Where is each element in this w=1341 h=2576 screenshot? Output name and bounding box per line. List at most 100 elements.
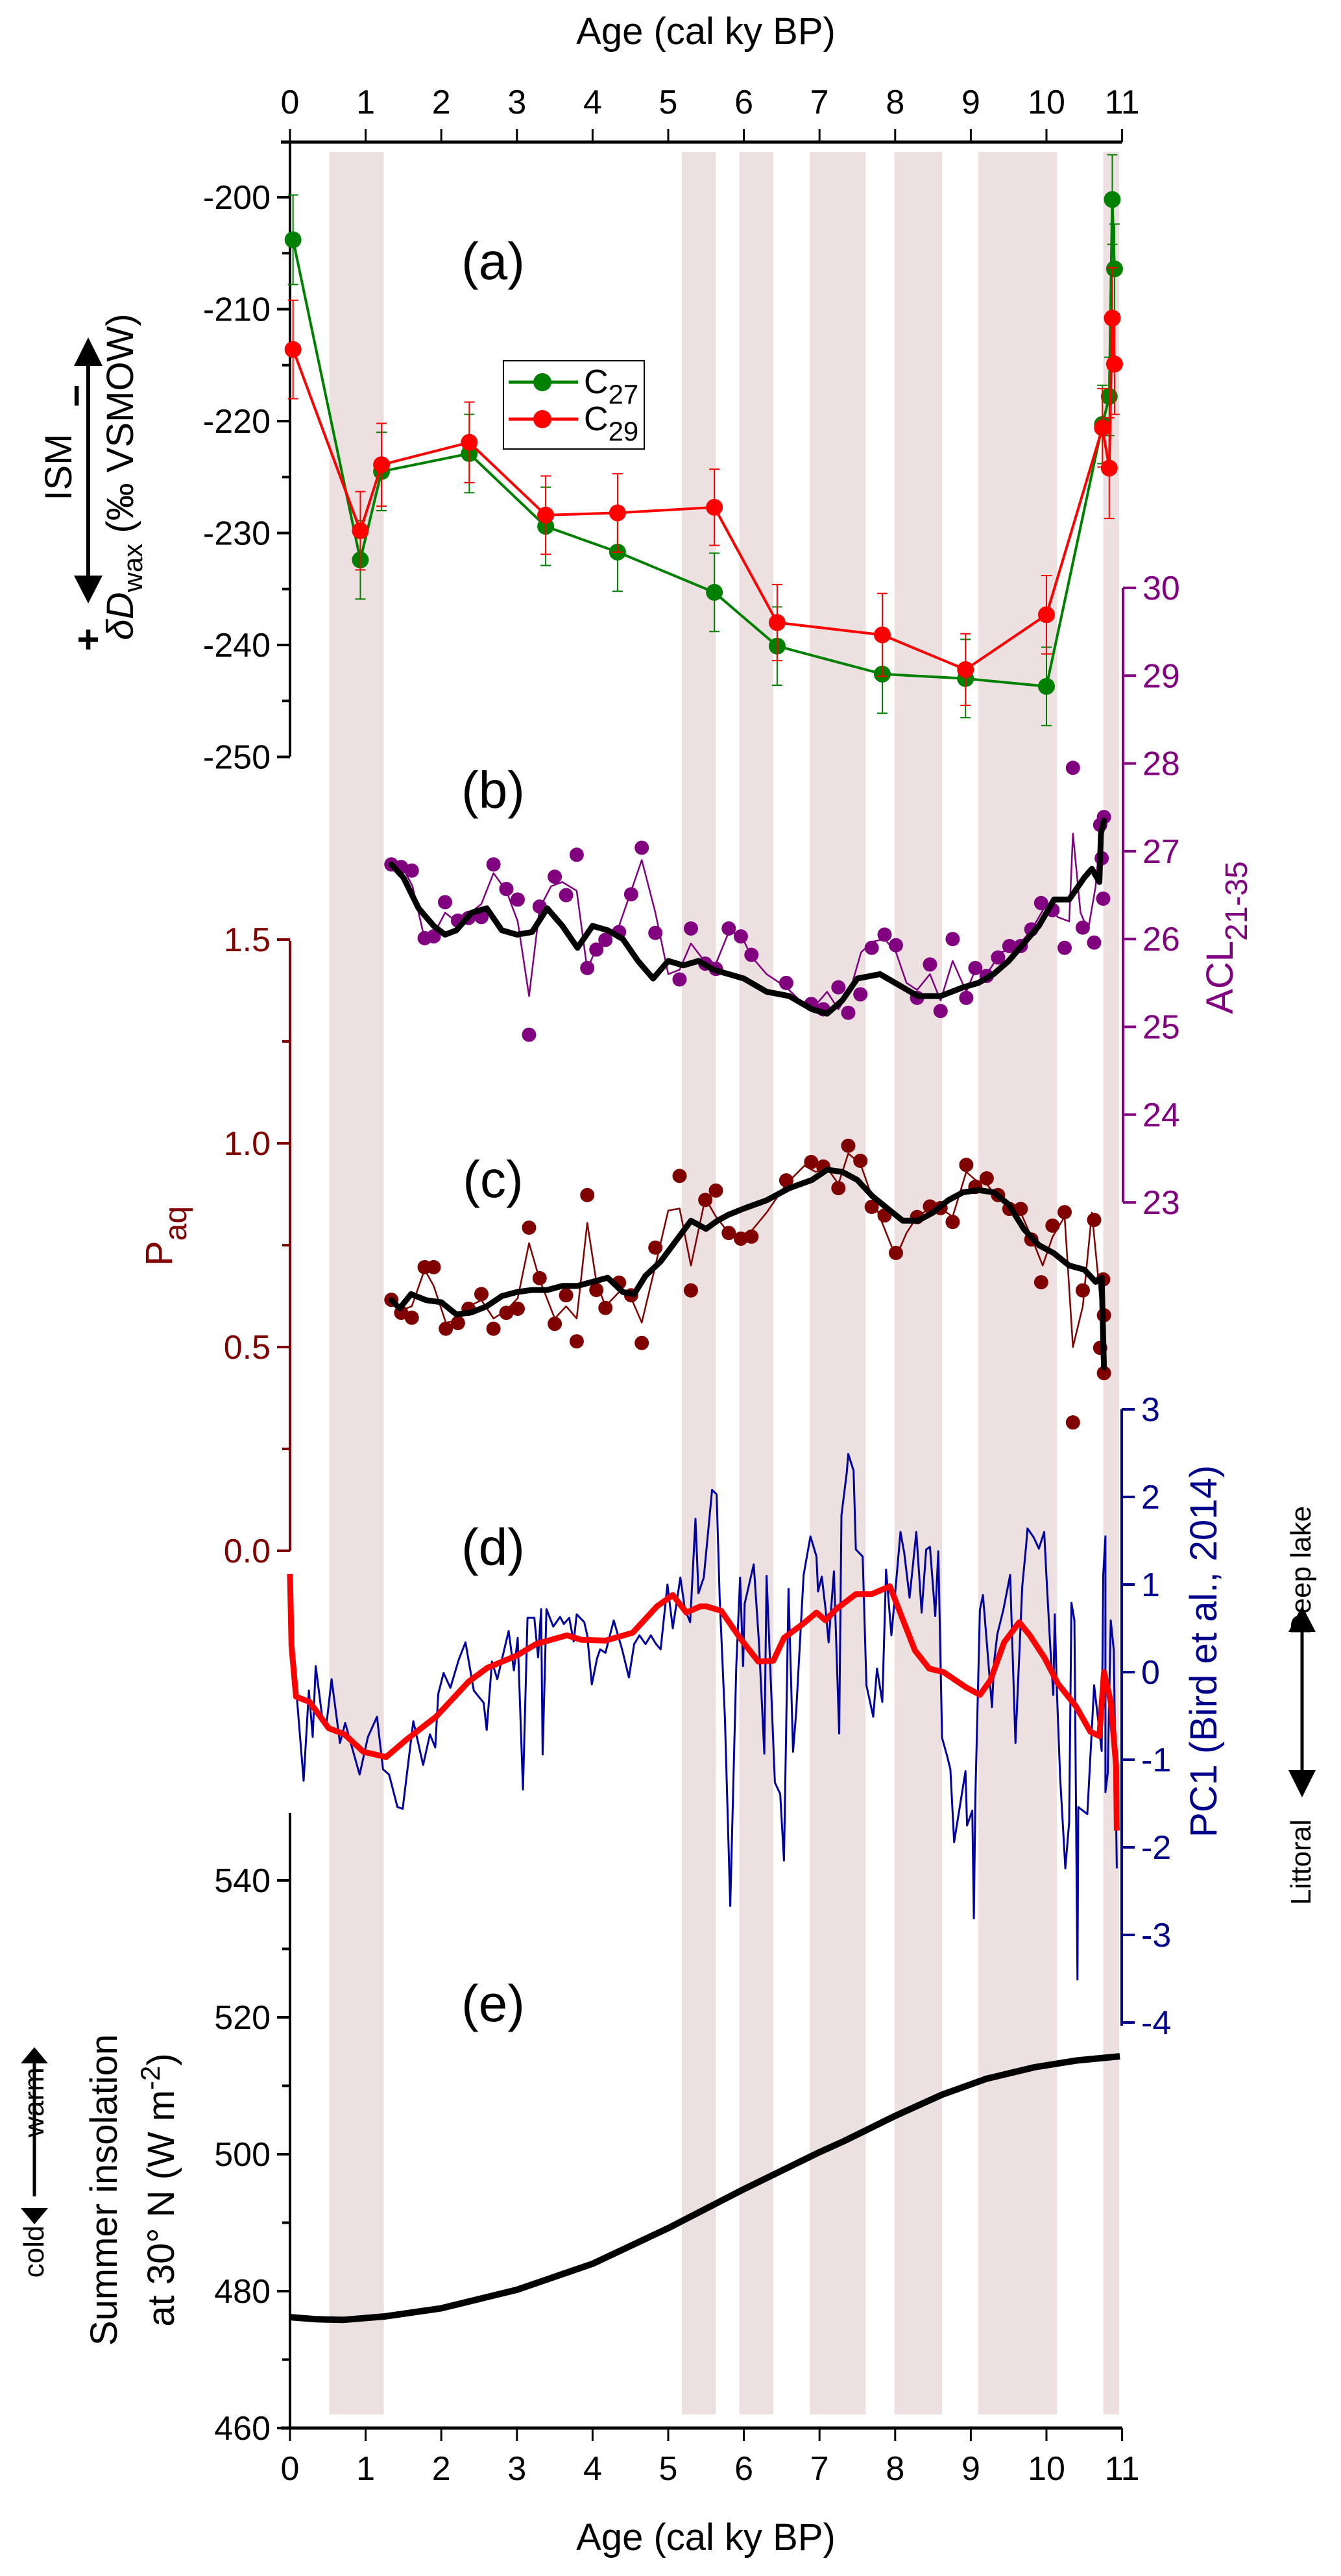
bottom-x-tick-label: 10 bbox=[1028, 2450, 1065, 2488]
data-point-b bbox=[634, 840, 649, 855]
data-point-b bbox=[1087, 935, 1102, 950]
data-point-c bbox=[779, 1173, 793, 1188]
data-point-c bbox=[426, 1259, 441, 1274]
top-x-tick-label: 6 bbox=[734, 84, 753, 121]
data-point-c bbox=[522, 1220, 537, 1235]
y-tick-label-c: 0.5 bbox=[224, 1329, 271, 1367]
top-x-tick-label: 5 bbox=[659, 84, 678, 121]
data-point-C29 bbox=[609, 504, 626, 522]
data-point-b bbox=[853, 987, 868, 1002]
top-x-tick-label: 7 bbox=[810, 84, 829, 121]
top-x-tick-label: 10 bbox=[1028, 84, 1065, 121]
data-point-b bbox=[959, 990, 974, 1005]
data-point-C27 bbox=[1038, 677, 1055, 695]
data-point-C29 bbox=[873, 626, 891, 644]
legend-marker-c27 bbox=[533, 373, 551, 391]
bottom-x-tick-label: 7 bbox=[810, 2450, 829, 2488]
data-point-c bbox=[1075, 1283, 1090, 1298]
y-tick-label-d: -1 bbox=[1141, 1742, 1171, 1779]
data-point-c bbox=[1045, 1218, 1060, 1233]
smooth-line-b bbox=[388, 818, 1107, 1017]
data-point-b bbox=[1033, 895, 1048, 910]
top-x-tick-label: 9 bbox=[961, 84, 980, 121]
data-point-c bbox=[864, 1199, 879, 1214]
data-point-b bbox=[1096, 891, 1111, 906]
bottom-x-tick-label: 2 bbox=[432, 2450, 451, 2488]
y-tick-label-b: 28 bbox=[1142, 746, 1180, 783]
y-tick-label-a: -200 bbox=[203, 179, 271, 217]
y-tick-label-a: -230 bbox=[203, 515, 271, 553]
data-point-b bbox=[877, 927, 892, 942]
y-axes: -200-210-220-230-240-2502324252627282930… bbox=[203, 142, 1180, 2448]
y-tick-label-a: -210 bbox=[203, 291, 271, 329]
bottom-x-tick-label: 0 bbox=[281, 2450, 300, 2488]
legend-label-c27: C27 bbox=[584, 363, 638, 409]
bottom-x-tick-label: 9 bbox=[961, 2450, 980, 2488]
y-tick-label-a: -250 bbox=[203, 739, 271, 777]
y-axis-title-dD: δDwax (‰ VSMOW) bbox=[99, 313, 148, 640]
top-x-tick-label: 8 bbox=[886, 84, 904, 121]
y-tick-label-c: 1.0 bbox=[224, 1125, 271, 1163]
y-tick-label-b: 23 bbox=[1142, 1184, 1180, 1222]
y-axis-title-insolation-line1: Summer insolation bbox=[83, 2034, 125, 2346]
legend-box bbox=[503, 360, 645, 450]
bottom-x-tick-label: 3 bbox=[507, 2450, 526, 2488]
data-point-c bbox=[888, 1245, 903, 1260]
data-point-c bbox=[1096, 1366, 1111, 1381]
data-point-b bbox=[744, 947, 759, 962]
data-point-c bbox=[841, 1138, 856, 1153]
ism-plus-sign: + bbox=[77, 618, 99, 661]
data-point-c bbox=[532, 1270, 547, 1285]
shaded-interval-3 bbox=[810, 152, 866, 2414]
y-tick-label-c: 0.0 bbox=[224, 1533, 271, 1570]
y-tick-label-d: -2 bbox=[1141, 1829, 1171, 1867]
panel-c-series bbox=[384, 1138, 1111, 1430]
data-point-C27 bbox=[706, 583, 723, 601]
panel-label-c: (c) bbox=[463, 1150, 523, 1208]
top-x-tick-label: 3 bbox=[507, 84, 526, 121]
data-point-c bbox=[474, 1287, 489, 1302]
data-point-b bbox=[426, 929, 441, 944]
data-point-c bbox=[672, 1169, 687, 1184]
legend-label-c29: C29 bbox=[584, 400, 638, 446]
legend-entry-c27: C27 bbox=[509, 363, 638, 409]
y-tick-label-e: 540 bbox=[214, 1862, 271, 1900]
data-point-b bbox=[559, 888, 574, 903]
series-C29 bbox=[284, 267, 1123, 707]
climate-annotation: warm cold bbox=[18, 2047, 50, 2278]
data-point-c bbox=[979, 1171, 994, 1186]
y-tick-label-b: 24 bbox=[1142, 1097, 1180, 1134]
data-series bbox=[284, 154, 1123, 2324]
legend-marker-c29 bbox=[533, 410, 551, 428]
bottom-x-tick-label: 1 bbox=[356, 2450, 375, 2488]
data-point-C29 bbox=[1094, 419, 1111, 437]
data-point-C29 bbox=[1104, 310, 1121, 327]
data-point-b bbox=[598, 932, 613, 947]
data-point-c bbox=[648, 1240, 663, 1255]
data-point-b bbox=[945, 932, 960, 947]
data-point-c bbox=[733, 1231, 748, 1246]
y-tick-label-d: 3 bbox=[1141, 1391, 1160, 1429]
data-point-b bbox=[1057, 940, 1072, 955]
data-point-C27 bbox=[1104, 191, 1121, 208]
data-point-b bbox=[438, 895, 453, 910]
data-point-b bbox=[404, 863, 419, 878]
data-point-C29 bbox=[706, 498, 723, 516]
panel-label-b: (b) bbox=[461, 761, 525, 819]
panel-label-e: (e) bbox=[461, 1975, 525, 2032]
data-point-b bbox=[1002, 939, 1017, 954]
shaded-interval-1 bbox=[681, 152, 716, 2414]
data-point-C29 bbox=[1100, 459, 1118, 477]
y-axis-title-pc1: PC1 (Bird et al., 2014) bbox=[1183, 1465, 1225, 1838]
data-point-b bbox=[672, 972, 687, 987]
data-point-b bbox=[548, 869, 562, 884]
data-point-b bbox=[923, 957, 937, 972]
data-point-C29 bbox=[461, 433, 478, 451]
y-tick-label-d: 0 bbox=[1141, 1654, 1160, 1692]
bottom-x-tick-label: 11 bbox=[1105, 2450, 1140, 2488]
double-arrow-icon bbox=[74, 337, 103, 603]
data-point-C29 bbox=[537, 506, 555, 524]
data-point-c bbox=[853, 1154, 868, 1169]
data-point-C27 bbox=[1105, 260, 1123, 278]
